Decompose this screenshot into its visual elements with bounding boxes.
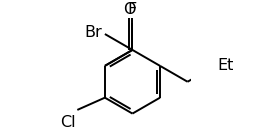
Text: F: F <box>128 2 137 17</box>
Text: Cl: Cl <box>61 115 76 130</box>
Text: O: O <box>124 2 136 17</box>
Text: Br: Br <box>85 25 102 40</box>
Text: Et: Et <box>218 58 234 73</box>
